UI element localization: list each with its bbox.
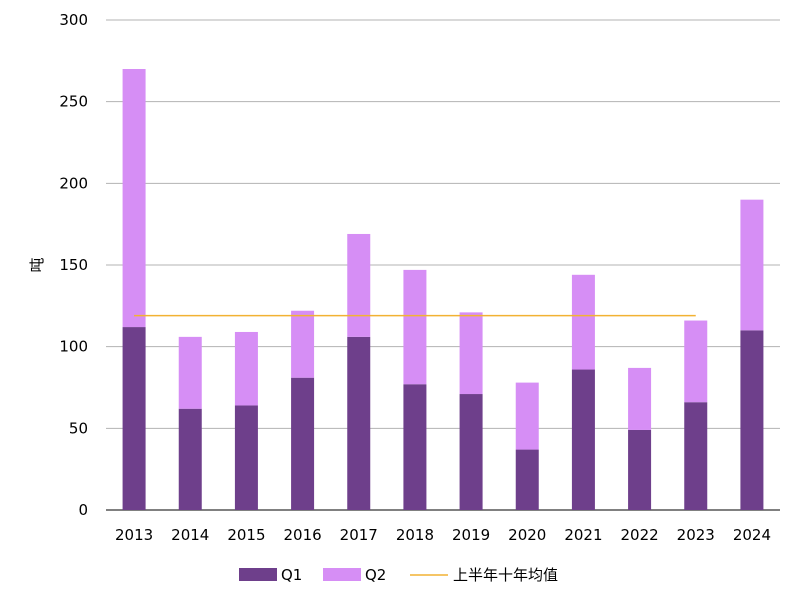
x-tick-label: 2013 bbox=[115, 526, 153, 544]
bar-q2-2021 bbox=[571, 274, 595, 370]
x-tick-label: 2015 bbox=[227, 526, 265, 544]
bar-q2-2014 bbox=[178, 336, 202, 409]
y-axis-label: 吨 bbox=[28, 257, 46, 272]
bar-q2-2016 bbox=[291, 310, 315, 378]
bar-q1-2019 bbox=[459, 394, 483, 510]
bar-q1-2024 bbox=[740, 330, 764, 510]
y-tick-label: 50 bbox=[69, 419, 88, 437]
y-tick-label: 250 bbox=[59, 93, 88, 111]
legend-label-reference: 上半年十年均值 bbox=[453, 566, 558, 584]
bar-q2-2022 bbox=[628, 367, 652, 430]
bar-q1-2013 bbox=[122, 327, 146, 510]
bar-q1-2022 bbox=[628, 429, 652, 510]
legend-label-q1: Q1 bbox=[281, 566, 302, 584]
gridlines bbox=[106, 19, 780, 511]
y-tick-label: 300 bbox=[59, 11, 88, 29]
y-tick-label: 100 bbox=[59, 338, 88, 356]
bar-q2-2023 bbox=[684, 320, 708, 403]
bar-q2-2020 bbox=[515, 382, 539, 450]
bar-q2-2018 bbox=[403, 269, 427, 385]
bar-q1-2016 bbox=[291, 377, 315, 510]
bar-q2-2013 bbox=[122, 69, 146, 328]
legend-swatch-q1 bbox=[239, 568, 277, 581]
axes: 0 50 100 150 200 250 300 2013 2014 2015 2016 2017 20… bbox=[59, 11, 771, 544]
legend-swatch-q2 bbox=[323, 568, 361, 581]
bars bbox=[122, 69, 764, 510]
bar-q1-2023 bbox=[684, 402, 708, 510]
bar-q1-2017 bbox=[347, 336, 371, 510]
x-tick-label: 2022 bbox=[620, 526, 658, 544]
bar-q2-2024 bbox=[740, 199, 764, 331]
bar-q1-2015 bbox=[234, 405, 258, 510]
y-tick-label: 200 bbox=[59, 174, 88, 192]
bar-q1-2018 bbox=[403, 384, 427, 510]
x-tick-label: 2018 bbox=[396, 526, 434, 544]
x-tick-label: 2016 bbox=[283, 526, 321, 544]
x-tick-label: 2024 bbox=[733, 526, 771, 544]
x-tick-label: 2023 bbox=[677, 526, 715, 544]
bar-q1-2021 bbox=[571, 369, 595, 510]
bar-q2-2015 bbox=[234, 331, 258, 406]
y-tick-label: 150 bbox=[59, 256, 88, 274]
legend-label-q2: Q2 bbox=[365, 566, 386, 584]
bar-q2-2019 bbox=[459, 312, 483, 395]
x-tick-label: 2019 bbox=[452, 526, 490, 544]
x-tick-label: 2017 bbox=[340, 526, 378, 544]
legend: Q1 Q2 上半年十年均值 bbox=[239, 566, 558, 584]
bar-q1-2020 bbox=[515, 449, 539, 510]
x-tick-label: 2021 bbox=[564, 526, 602, 544]
y-tick-label: 0 bbox=[78, 501, 88, 519]
bar-q1-2014 bbox=[178, 408, 202, 510]
x-tick-label: 2014 bbox=[171, 526, 209, 544]
x-tick-label: 2020 bbox=[508, 526, 546, 544]
bar-q2-2017 bbox=[347, 233, 371, 337]
